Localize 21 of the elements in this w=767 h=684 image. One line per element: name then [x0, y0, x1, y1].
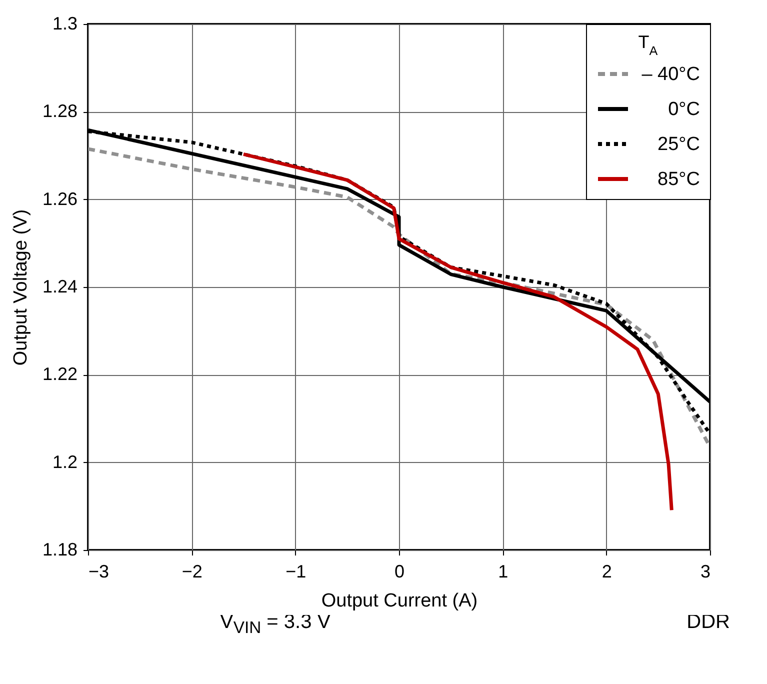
x-tick-label: 0	[394, 562, 405, 582]
x-tick-label: 1	[498, 562, 508, 582]
x-tick-label: 3	[700, 562, 710, 582]
x-axis-title: Output Current (A)	[321, 590, 478, 612]
x-tick-label: −2	[182, 562, 202, 582]
y-tick-label: 1.24	[42, 276, 78, 296]
y-tick-label: 1.18	[42, 540, 78, 560]
legend-label: 0°C	[668, 99, 700, 120]
legend-title: T$_{A}$	[638, 32, 658, 58]
y-axis-title: Output Voltage (V)	[10, 209, 32, 366]
x-tick-label: −1	[286, 562, 306, 582]
legend-label: 25°C	[658, 134, 700, 155]
y-tick-label: 1.2	[52, 452, 78, 472]
x-tick-label: −3	[88, 562, 110, 582]
y-tick-label: 1.28	[42, 101, 78, 122]
x-tick-label: 2	[602, 562, 612, 582]
legend-label: 85°C	[658, 169, 700, 190]
legend-label: – 40°C	[642, 64, 700, 85]
y-tick-label: 1.3	[52, 14, 78, 34]
y-tick-label: 1.22	[42, 364, 78, 384]
y-tick-label: 1.26	[42, 188, 78, 209]
